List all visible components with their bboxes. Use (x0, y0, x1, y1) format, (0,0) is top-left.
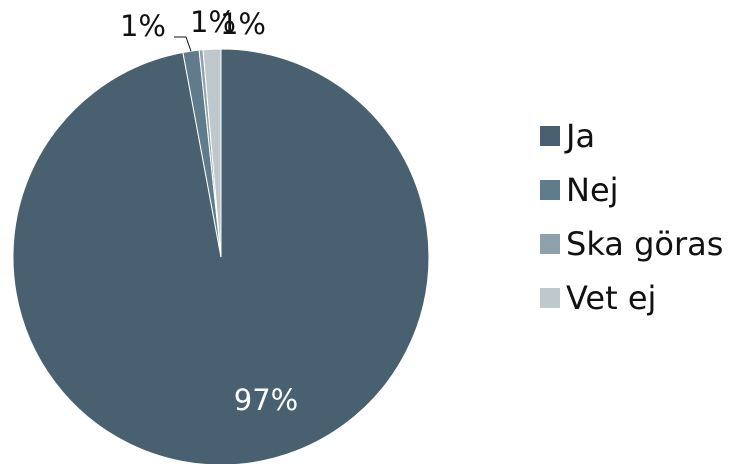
leader-line-nej (174, 36, 192, 52)
pie-slice-ja (12, 48, 430, 464)
legend-swatch-ja (540, 126, 560, 146)
pie-slices (12, 48, 430, 464)
legend-label-ja: Ja (566, 117, 596, 155)
data-label-nej: 1% (120, 9, 166, 43)
chart-legend: Ja Nej Ska göras Vet ej (540, 109, 723, 325)
legend-label-ska-goras: Ska göras (566, 225, 724, 263)
data-label-vet-ej: 1% (220, 7, 266, 41)
data-label-ja: 97% (234, 383, 298, 417)
legend-item-ja: Ja (540, 109, 723, 163)
legend-swatch-nej (540, 180, 560, 200)
legend-label-vet-ej: Vet ej (566, 279, 657, 317)
legend-label-nej: Nej (566, 171, 619, 209)
legend-swatch-vet-ej (540, 288, 560, 308)
data-label-ska-goras: 1% (190, 5, 236, 39)
legend-item-vet-ej: Vet ej (540, 271, 723, 325)
pie-data-labels: 97%1% 1%1% (120, 5, 298, 417)
legend-swatch-ska-goras (540, 234, 560, 254)
pie-slice-vet-ej (202, 48, 222, 258)
legend-item-ska-goras: Ska göras (540, 217, 723, 271)
legend-item-nej: Nej (540, 163, 723, 217)
